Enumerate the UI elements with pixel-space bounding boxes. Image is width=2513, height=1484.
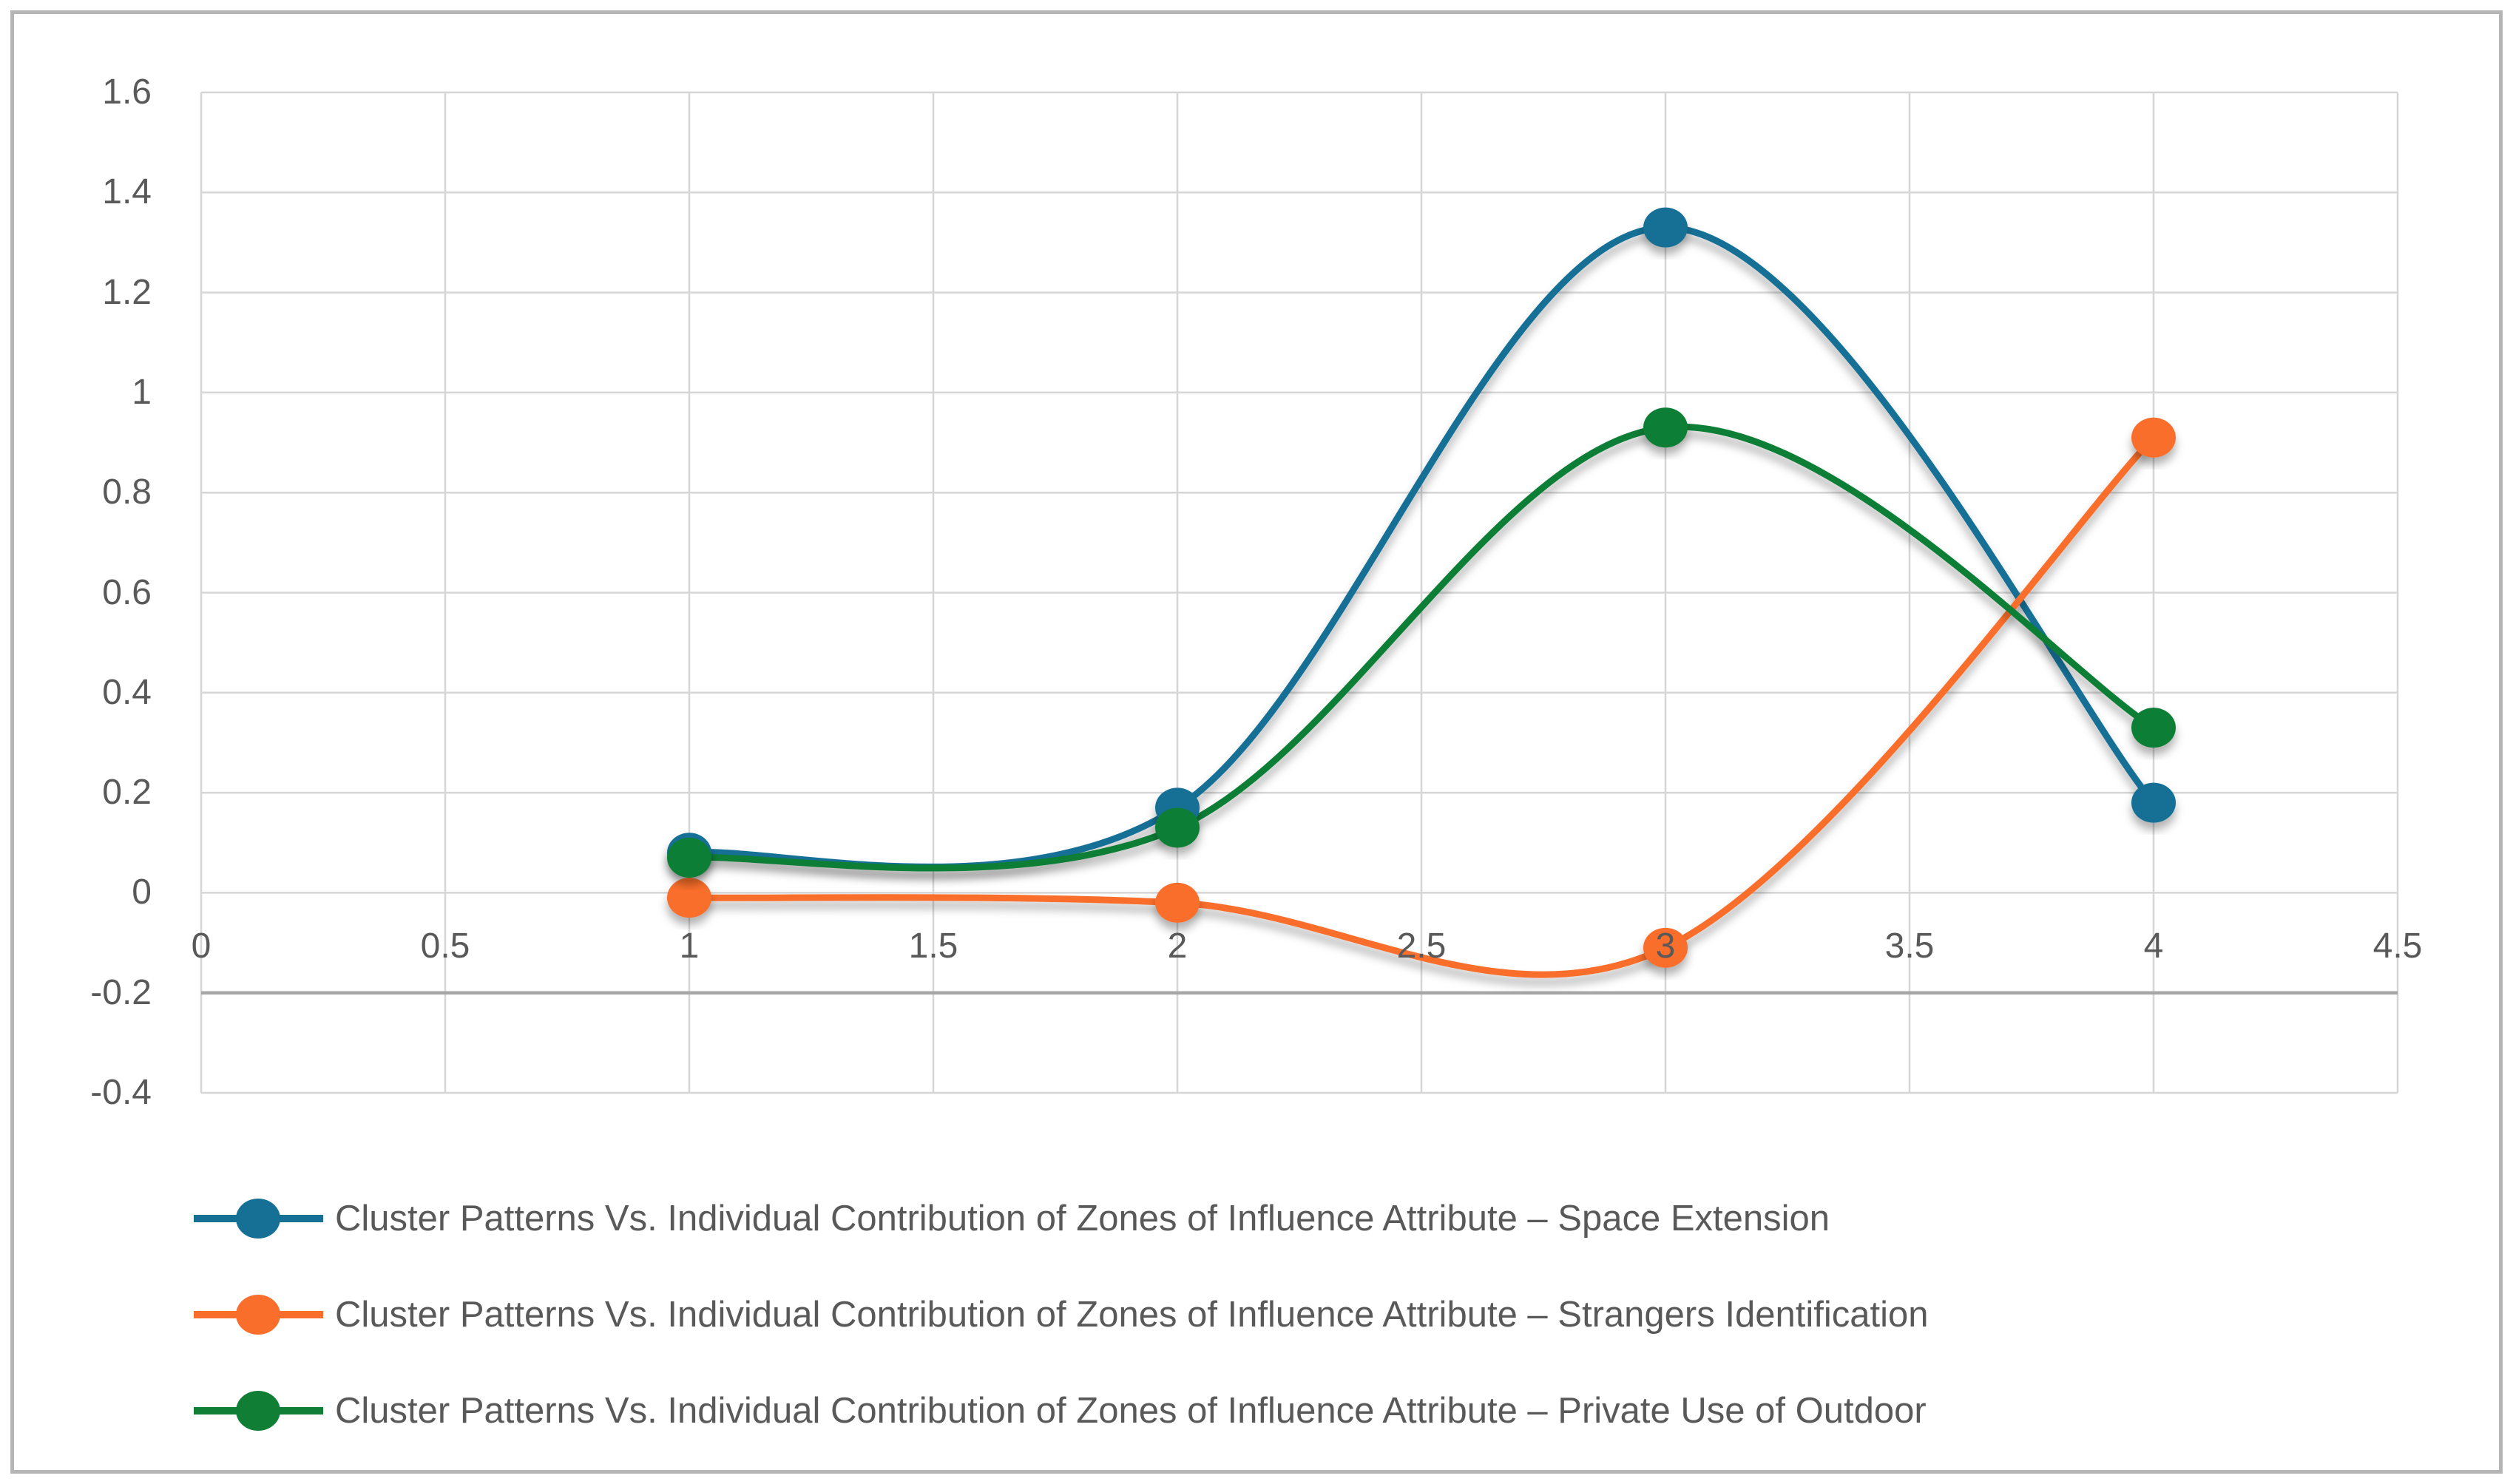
data-point-strangers-identification-x2 — [1155, 882, 1200, 923]
series-line-private-use-of-outdoor — [686, 423, 2157, 872]
data-point-private-use-of-outdoor-x3 — [1643, 407, 1688, 448]
data-point-strangers-identification-x4 — [2131, 417, 2176, 458]
data-point-private-use-of-outdoor-x4 — [2131, 708, 2176, 748]
legend-label: Cluster Patterns Vs. Individual Contribu… — [335, 1295, 1929, 1335]
data-point-space-extension-x4 — [2131, 782, 2176, 823]
series-line-strangers-identification — [686, 434, 2157, 978]
legend-label: Cluster Patterns Vs. Individual Contribu… — [335, 1199, 1830, 1239]
chart-legend: Cluster Patterns Vs. Individual Contribu… — [194, 1170, 1928, 1459]
series-markers-private-use-of-outdoor — [667, 407, 2176, 878]
legend-item-private-use-of-outdoor: Cluster Patterns Vs. Individual Contribu… — [194, 1363, 1928, 1459]
legend-marker-strangers-identification-icon — [194, 1295, 323, 1335]
legend-item-space-extension: Cluster Patterns Vs. Individual Contribu… — [194, 1170, 1928, 1267]
data-point-private-use-of-outdoor-x1 — [667, 838, 711, 878]
legend-marker-private-use-of-outdoor-icon — [194, 1391, 323, 1431]
legend-item-strangers-identification: Cluster Patterns Vs. Individual Contribu… — [194, 1267, 1928, 1363]
series-markers-strangers-identification — [667, 417, 2176, 968]
data-point-private-use-of-outdoor-x2 — [1155, 807, 1200, 848]
data-point-space-extension-x3 — [1643, 207, 1688, 248]
data-point-strangers-identification-x1 — [667, 878, 711, 918]
legend-label: Cluster Patterns Vs. Individual Contribu… — [335, 1391, 1927, 1431]
legend-marker-space-extension-icon — [194, 1199, 323, 1239]
data-point-strangers-identification-x3 — [1643, 927, 1688, 968]
